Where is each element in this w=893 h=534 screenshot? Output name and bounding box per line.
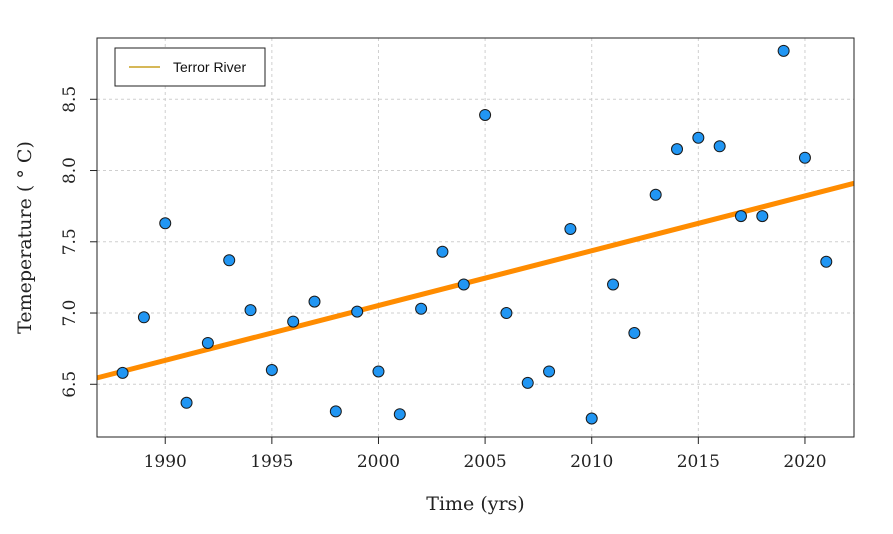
data-point: [820, 255, 833, 268]
data-point: [671, 143, 684, 156]
data-point: [287, 315, 300, 328]
y-tick-label: 7.5: [60, 228, 80, 255]
data-point: [585, 412, 598, 425]
data-point: [628, 326, 641, 339]
data-point: [500, 307, 513, 320]
data-point: [457, 278, 470, 291]
plot-frame: [96, 37, 855, 438]
x-axis: 1990 1995 2000 2005 2010 2015 2020: [144, 437, 827, 472]
x-tick-label: 2010: [570, 452, 613, 472]
data-point: [308, 295, 321, 308]
legend-label-terror-river: Terror River: [173, 59, 246, 75]
trend-line-layer: [96, 180, 855, 381]
x-tick-label: 2015: [677, 452, 720, 472]
y-tick-label: 6.5: [60, 371, 80, 398]
data-point: [201, 336, 214, 349]
y-tick-label: 8.0: [60, 157, 80, 184]
data-point: [415, 302, 428, 315]
x-tick-label: 2005: [463, 452, 506, 472]
data-point: [137, 311, 150, 324]
data-point: [265, 364, 278, 377]
legend: Terror River: [114, 47, 266, 87]
data-point: [798, 151, 811, 164]
data-point: [777, 44, 790, 57]
data-point: [521, 376, 534, 389]
y-axis: 6.5 7.0 7.5 8.0 8.5: [60, 86, 97, 398]
data-point: [351, 305, 364, 318]
y-axis-title: Temeperature ( ° C): [14, 141, 36, 334]
points-layer: [116, 44, 833, 425]
y-tick-label: 7.0: [60, 300, 80, 327]
data-point: [479, 108, 492, 121]
x-tick-label: 2020: [783, 452, 826, 472]
data-point: [607, 278, 620, 291]
data-point: [329, 405, 342, 418]
data-point: [116, 366, 129, 379]
data-point: [713, 140, 726, 153]
data-point: [756, 210, 769, 223]
data-point: [649, 188, 662, 201]
data-point: [543, 365, 556, 378]
data-point: [436, 245, 449, 258]
data-point: [244, 304, 257, 317]
data-point: [393, 408, 406, 421]
data-point: [564, 222, 577, 235]
data-point: [223, 254, 236, 267]
grid: [97, 38, 854, 437]
x-tick-label: 1995: [250, 452, 293, 472]
x-tick-label: 1990: [144, 452, 187, 472]
data-point: [180, 396, 193, 409]
data-point: [159, 217, 172, 230]
x-tick-label: 2000: [357, 452, 400, 472]
data-point: [692, 131, 705, 144]
y-tick-label: 8.5: [60, 86, 80, 113]
data-point: [372, 365, 385, 378]
data-point: [734, 210, 747, 223]
x-axis-title: Time (yrs): [426, 493, 524, 515]
trend-line: [96, 180, 855, 381]
